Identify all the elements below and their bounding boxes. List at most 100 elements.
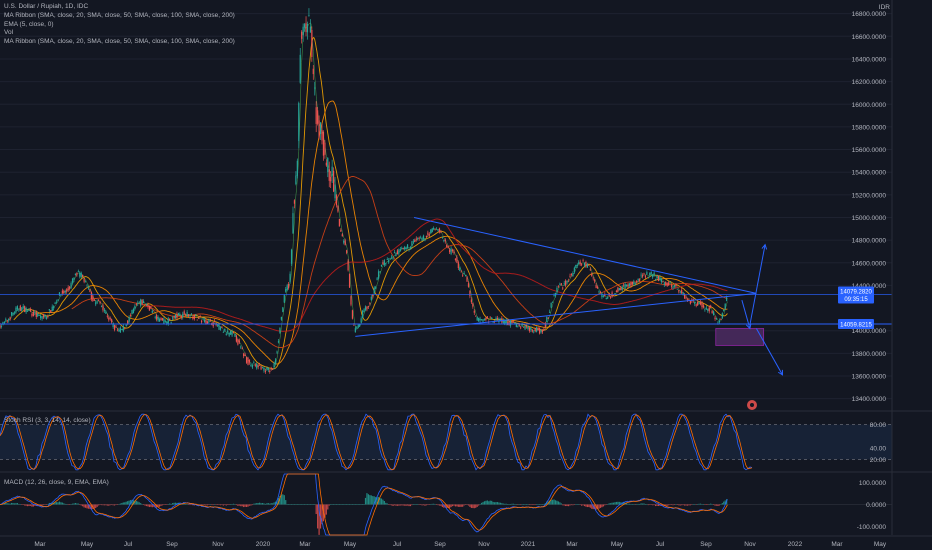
macd-hist-bar: [303, 504, 306, 505]
trendline-drawings[interactable]: [0, 217, 892, 410]
symbol-title[interactable]: U.S. Dollar / Rupiah, 1D, IDC: [4, 3, 89, 10]
candle-body: [601, 293, 603, 298]
price-tick-label: 16600.0000: [852, 34, 887, 41]
candle-body: [108, 317, 110, 320]
macd-hist-bar: [388, 504, 390, 505]
macd-hist-bar: [376, 496, 378, 505]
candle-body: [60, 294, 62, 296]
candle-body: [187, 314, 190, 317]
candle-body: [315, 107, 317, 124]
macd-hist-bar: [640, 503, 642, 505]
candle-body: [238, 340, 240, 343]
macd-hist-bar: [321, 504, 323, 525]
candle-body: [106, 315, 108, 317]
macd-hist-bar: [116, 504, 119, 505]
macd-hist-bar: [395, 504, 397, 506]
candle-body: [405, 247, 407, 250]
candle-body: [546, 316, 548, 323]
candle-body: [614, 293, 616, 294]
candle-body: [479, 318, 481, 321]
time-tick-label: Sep: [434, 541, 446, 548]
candle-body: [710, 305, 712, 308]
macd-hist-bar: [565, 504, 567, 507]
macd-hist-bar: [538, 504, 541, 505]
macd-hist-bar: [592, 504, 594, 510]
candle-body: [475, 315, 477, 317]
candle-body: [169, 318, 171, 321]
macd-hist-bar: [317, 504, 319, 529]
ema-legend[interactable]: EMA (5, close, 0): [4, 20, 54, 28]
macd-hist-bar: [190, 504, 193, 505]
currency-label: IDR: [879, 4, 891, 11]
candle-body: [430, 229, 432, 234]
candle-body: [570, 273, 573, 275]
macd-hist-bar: [218, 504, 220, 505]
macd-hist-bar: [578, 504, 580, 505]
candle-body: [633, 281, 635, 284]
candle-body: [717, 321, 719, 323]
candle-body: [231, 331, 233, 336]
macd-hist-bar: [386, 503, 388, 505]
time-axis[interactable]: Mar May Jul Sep Nov 2020 Mar May Jul Sep Nov 2021 Ma…: [34, 541, 886, 548]
candle-body: [138, 302, 140, 304]
candle-body: [401, 248, 403, 249]
macd-hist-bar: [241, 504, 243, 507]
candle-body: [698, 301, 700, 305]
candle-body: [702, 305, 705, 308]
macd-hist-bar: [483, 501, 486, 505]
candle-body: [701, 303, 703, 308]
macd-hist-bar: [533, 504, 535, 506]
macd-label[interactable]: MACD (12, 26, close, 9, EMA, EMA): [4, 479, 109, 486]
ma-ribbon-legend-2[interactable]: MA Ribbon (SMA, close, 20, SMA, close, 5…: [4, 38, 235, 46]
macd-hist-bar: [69, 504, 71, 505]
candle-body: [385, 263, 387, 265]
candle-body: [37, 313, 39, 317]
macd-hist-bar: [51, 502, 53, 505]
candle-body: [591, 273, 593, 277]
candle-body: [9, 317, 11, 320]
candle-body: [356, 327, 358, 329]
candle-body: [489, 316, 491, 318]
candle-body: [654, 278, 657, 280]
stoch-rsi-label[interactable]: Stoch RSI (3, 3, 14, 14, close): [4, 417, 91, 424]
macd-hist-bar: [19, 504, 21, 505]
sma-50-line: [35, 100, 728, 365]
candle-body: [572, 273, 574, 277]
candle-body: [77, 271, 79, 273]
volume-legend[interactable]: Vol: [4, 29, 14, 37]
ma-ribbon-legend[interactable]: MA Ribbon (SMA, close, 20, SMA, close, 5…: [4, 11, 235, 19]
macd-tick-label: -100.0000: [857, 524, 887, 531]
macd-hist-bar: [119, 503, 121, 505]
macd-hist-bar: [550, 499, 552, 505]
candle-body: [511, 320, 513, 323]
macd-hist-bar: [228, 504, 230, 505]
macd-hist-bar: [240, 504, 242, 507]
candle-body: [409, 247, 412, 249]
candle-body: [2, 322, 4, 325]
candle-body: [508, 321, 510, 326]
candle-body: [132, 308, 135, 313]
macd-hist-bar: [586, 504, 589, 508]
candle-body: [478, 317, 480, 322]
macd-hist-bar: [391, 504, 393, 506]
candle-body: [189, 316, 191, 318]
macd-hist-bar: [22, 504, 24, 505]
candle-body: [567, 280, 570, 282]
candle-body: [330, 177, 332, 182]
macd-hist-bar: [37, 504, 39, 506]
macd-hist-bar: [492, 501, 494, 505]
candle-body: [366, 306, 368, 310]
candle-body: [373, 287, 375, 294]
candle-body: [135, 303, 137, 305]
macd-hist-bar: [585, 504, 587, 507]
macd-hist-bar: [499, 502, 501, 505]
candle-body: [296, 160, 298, 176]
candle-body: [53, 306, 55, 309]
macd-hist-bar: [486, 500, 488, 505]
candle-body: [51, 306, 53, 312]
price-axis[interactable]: 16800.0000 16600.0000 16400.0000 16200.0000…: [0, 0, 932, 537]
candle-body: [451, 249, 454, 252]
candle-body: [726, 297, 728, 301]
macd-hist-bar: [132, 500, 135, 505]
